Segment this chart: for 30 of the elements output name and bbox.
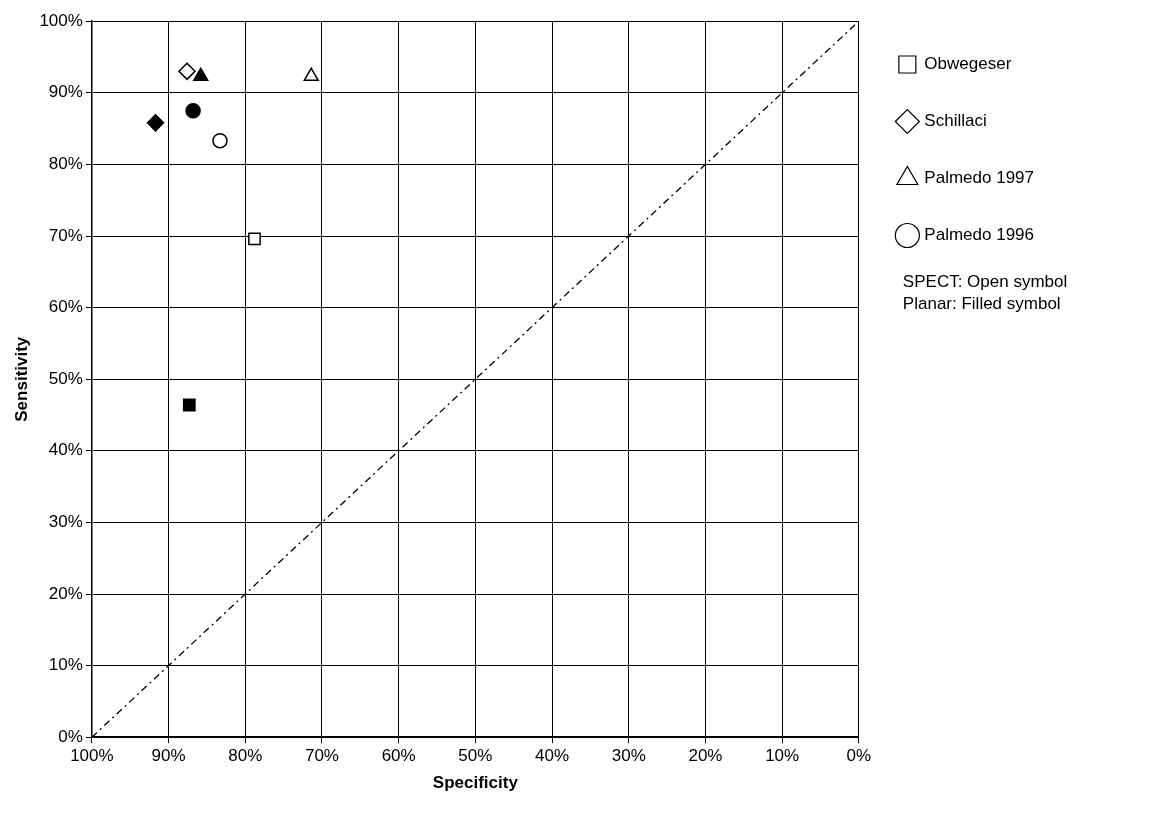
- y-axis-title: Sensitivity: [11, 336, 31, 422]
- text: SPECT: Open symbol: [902, 272, 1068, 292]
- y-tick-label: 80%: [48, 154, 83, 174]
- y-tick-label: 50%: [48, 368, 83, 388]
- y-tick-label: 20%: [48, 583, 83, 603]
- x-tick-label: 70%: [304, 746, 339, 766]
- x-tick-label: 10%: [765, 746, 800, 766]
- x-tick-label: 0%: [846, 746, 872, 766]
- x-tick-label: 40%: [535, 746, 570, 766]
- x-tick-label: 90%: [151, 746, 186, 766]
- x-tick-label: 80%: [228, 746, 263, 766]
- x-tick-label: 60%: [381, 746, 416, 766]
- x-axis-title: Specificity: [432, 773, 519, 793]
- legend-label: Palmedo 1996: [924, 225, 1034, 245]
- y-tick-label: 90%: [48, 82, 83, 102]
- text: Planar: Filled symbol: [902, 294, 1061, 314]
- y-tick-label: 30%: [48, 512, 83, 532]
- legend-label: Palmedo 1997: [924, 168, 1034, 188]
- x-tick-label: 50%: [458, 746, 493, 766]
- x-tick-label: 20%: [688, 746, 723, 766]
- y-tick-label: 70%: [48, 225, 83, 245]
- x-tick-label: 30%: [611, 746, 646, 766]
- y-tick-label: 10%: [48, 655, 83, 675]
- legend-label: Schillaci: [924, 111, 987, 131]
- y-tick-label: 60%: [48, 297, 83, 317]
- y-tick-label: 100%: [39, 10, 83, 30]
- x-tick-label: 100%: [70, 746, 114, 766]
- y-tick-label: 0%: [58, 726, 83, 746]
- y-tick-label: 40%: [48, 440, 83, 460]
- legend-label: Obwegeser: [924, 54, 1012, 74]
